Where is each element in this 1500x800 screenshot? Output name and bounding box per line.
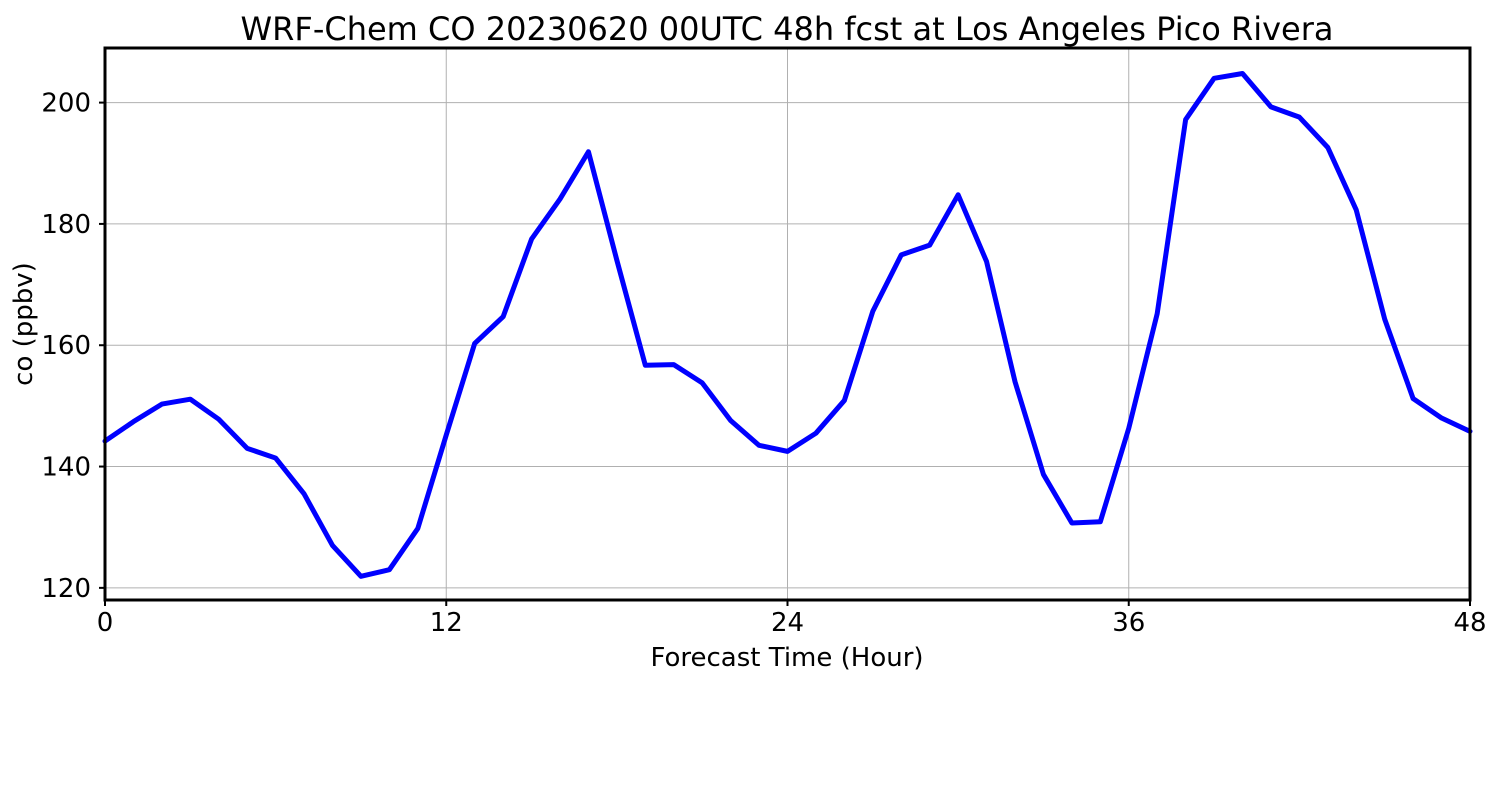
y-axis-label: co (ppbv) <box>9 262 39 386</box>
x-axis-label: Forecast Time (Hour) <box>650 643 923 673</box>
x-tick-label: 0 <box>97 608 114 638</box>
x-tick-label: 24 <box>771 608 804 638</box>
x-tick-label: 36 <box>1112 608 1145 638</box>
y-tick-label: 180 <box>41 210 91 240</box>
y-tick-label: 120 <box>41 574 91 604</box>
x-tick-label: 12 <box>430 608 463 638</box>
x-tick-label: 48 <box>1453 608 1486 638</box>
axis-ticks: 0 12 24 36 48 120 140 160 180 200 <box>41 89 1486 638</box>
series-line-0 <box>102 70 1473 579</box>
y-tick-label: 140 <box>41 453 91 483</box>
y-tick-label: 160 <box>41 331 91 361</box>
y-tick-label: 200 <box>41 89 91 119</box>
grid-lines <box>104 48 1471 600</box>
series-layer <box>102 70 1473 579</box>
chart-title: WRF-Chem CO 20230620 00UTC 48h fcst at L… <box>241 10 1334 48</box>
